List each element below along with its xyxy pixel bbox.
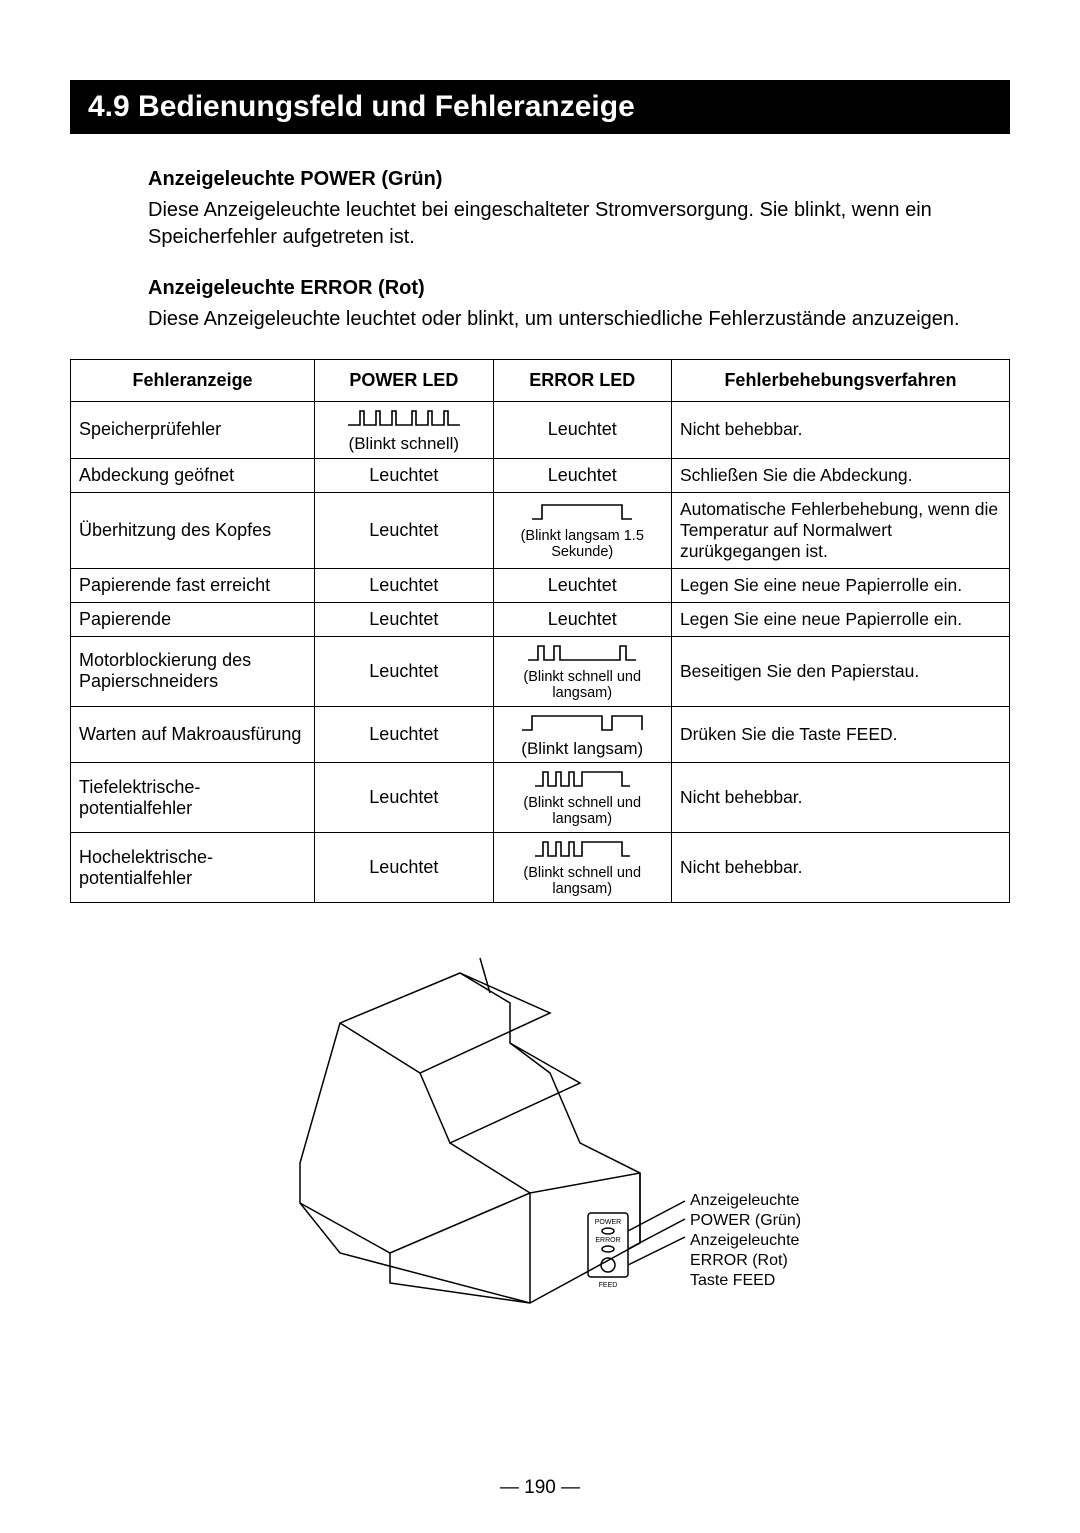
cell-error-led: (Blinkt langsam) xyxy=(493,706,671,763)
cell-fault: Papierende fast erreicht xyxy=(71,568,315,602)
power-text: Diese Anzeigeleuchte leuchtet bei einges… xyxy=(148,197,1010,251)
cell-error-led: (Blinkt schnell und langsam) xyxy=(493,833,671,903)
blink-caption: (Blinkt schnell und langsam) xyxy=(500,866,665,898)
printer-illustration-wrap: POWER ERROR FEED Anzeigeleuchte POWER (G… xyxy=(70,943,1010,1343)
cell-fault: Tiefelektrische-potentialfehler xyxy=(71,763,315,833)
table-row: Speicherprüfehler (Blinkt schnell) Leuchte… xyxy=(71,402,1010,459)
label-error: Anzeigeleuchte ERROR (Rot) xyxy=(690,1231,850,1271)
cell-solution: Nicht behebbar. xyxy=(671,763,1009,833)
blink-pattern-icon xyxy=(346,406,462,433)
cell-solution: Legen Sie eine neue Papierrolle ein. xyxy=(671,602,1009,636)
blink-caption: (Blinkt schnell und langsam) xyxy=(500,670,665,702)
cell-fault: Überhitzung des Kopfes xyxy=(71,492,315,568)
table-row: Motorblockierung des PapierschneidersLeu… xyxy=(71,636,1010,706)
th-solution: Fehlerbehebungsverfahren xyxy=(671,360,1009,402)
cell-error-led: Leuchtet xyxy=(493,568,671,602)
table-row: Warten auf MakroausfürungLeuchtet (Blinkt… xyxy=(71,706,1010,763)
power-led-section: Anzeigeleuchte POWER (Grün) Diese Anzeig… xyxy=(148,168,1010,251)
table-row: PapierendeLeuchtetLeuchtetLegen Sie eine… xyxy=(71,602,1010,636)
th-power: POWER LED xyxy=(315,360,493,402)
cell-fault: Abdeckung geöfnet xyxy=(71,458,315,492)
cell-solution: Legen Sie eine neue Papierrolle ein. xyxy=(671,568,1009,602)
label-power: Anzeigeleuchte POWER (Grün) xyxy=(690,1191,850,1231)
cell-power-led: Leuchtet xyxy=(315,833,493,903)
cell-fault: Motorblockierung des Papierschneiders xyxy=(71,636,315,706)
cell-error-led: Leuchtet xyxy=(493,602,671,636)
cell-power-led: Leuchtet xyxy=(315,568,493,602)
table-row: Hochelektrische-potentialfehlerLeuchtet(… xyxy=(71,833,1010,903)
cell-fault: Papierende xyxy=(71,602,315,636)
svg-text:ERROR: ERROR xyxy=(595,1237,620,1244)
cell-fault: Hochelektrische-potentialfehler xyxy=(71,833,315,903)
printer-illustration: POWER ERROR FEED Anzeigeleuchte POWER (G… xyxy=(230,943,850,1343)
blink-pattern-icon xyxy=(533,767,632,794)
th-error: ERROR LED xyxy=(493,360,671,402)
cell-error-led: (Blinkt langsam 1.5 Sekunde) xyxy=(493,492,671,568)
cell-power-led: Leuchtet xyxy=(315,636,493,706)
cell-solution: Nicht behebbar. xyxy=(671,402,1009,459)
table-row: Abdeckung geöfnetLeuchtetLeuchtetSchließ… xyxy=(71,458,1010,492)
label-feed: Taste FEED xyxy=(690,1271,850,1291)
cell-fault: Warten auf Makroausfürung xyxy=(71,706,315,763)
cell-power-led: Leuchtet xyxy=(315,602,493,636)
blink-pattern-icon xyxy=(526,641,638,668)
blink-caption: (Blinkt langsam 1.5 Sekunde) xyxy=(500,529,665,561)
cell-error-led: (Blinkt schnell und langsam) xyxy=(493,763,671,833)
svg-text:FEED: FEED xyxy=(599,1282,618,1289)
table-row: Papierende fast erreichtLeuchtetLeuchtet… xyxy=(71,568,1010,602)
cell-solution: Schließen Sie die Abdeckung. xyxy=(671,458,1009,492)
cell-power-led: Leuchtet xyxy=(315,492,493,568)
table-header-row: Fehleranzeige POWER LED ERROR LED Fehler… xyxy=(71,360,1010,402)
cell-power-led: Leuchtet xyxy=(315,458,493,492)
error-text: Diese Anzeigeleuchte leuchtet oder blink… xyxy=(148,306,1010,333)
cell-power-led: Leuchtet xyxy=(315,763,493,833)
cell-solution: Drüken Sie die Taste FEED. xyxy=(671,706,1009,763)
cell-solution: Beseitigen Sie den Papierstau. xyxy=(671,636,1009,706)
cell-error-led: Leuchtet xyxy=(493,402,671,459)
cell-fault: Speicherprüfehler xyxy=(71,402,315,459)
blink-pattern-icon xyxy=(520,711,644,738)
cell-error-led: (Blinkt schnell und langsam) xyxy=(493,636,671,706)
blink-caption: (Blinkt schnell) xyxy=(321,435,486,454)
blink-pattern-icon xyxy=(533,837,632,864)
error-table: Fehleranzeige POWER LED ERROR LED Fehler… xyxy=(70,359,1010,903)
cell-solution: Automatische Fehlerbehebung, wenn die Te… xyxy=(671,492,1009,568)
error-heading: Anzeigeleuchte ERROR (Rot) xyxy=(148,277,1010,300)
svg-text:POWER: POWER xyxy=(595,1219,621,1226)
diagram-labels: Anzeigeleuchte POWER (Grün) Anzeigeleuch… xyxy=(690,1191,850,1291)
page-number: — 190 — xyxy=(0,1477,1080,1499)
error-led-section: Anzeigeleuchte ERROR (Rot) Diese Anzeige… xyxy=(148,277,1010,333)
table-row: Tiefelektrische-potentialfehlerLeuchtet(… xyxy=(71,763,1010,833)
power-heading: Anzeigeleuchte POWER (Grün) xyxy=(148,168,1010,191)
th-fault: Fehleranzeige xyxy=(71,360,315,402)
cell-error-led: Leuchtet xyxy=(493,458,671,492)
cell-power-led: (Blinkt schnell) xyxy=(315,402,493,459)
blink-pattern-icon xyxy=(530,500,634,527)
section-header: 4.9 Bedienungsfeld und Fehleranzeige xyxy=(70,80,1010,134)
blink-caption: (Blinkt langsam) xyxy=(500,740,665,759)
cell-power-led: Leuchtet xyxy=(315,706,493,763)
cell-solution: Nicht behebbar. xyxy=(671,833,1009,903)
blink-caption: (Blinkt schnell und langsam) xyxy=(500,796,665,828)
table-row: Überhitzung des KopfesLeuchtet(Blinkt la… xyxy=(71,492,1010,568)
